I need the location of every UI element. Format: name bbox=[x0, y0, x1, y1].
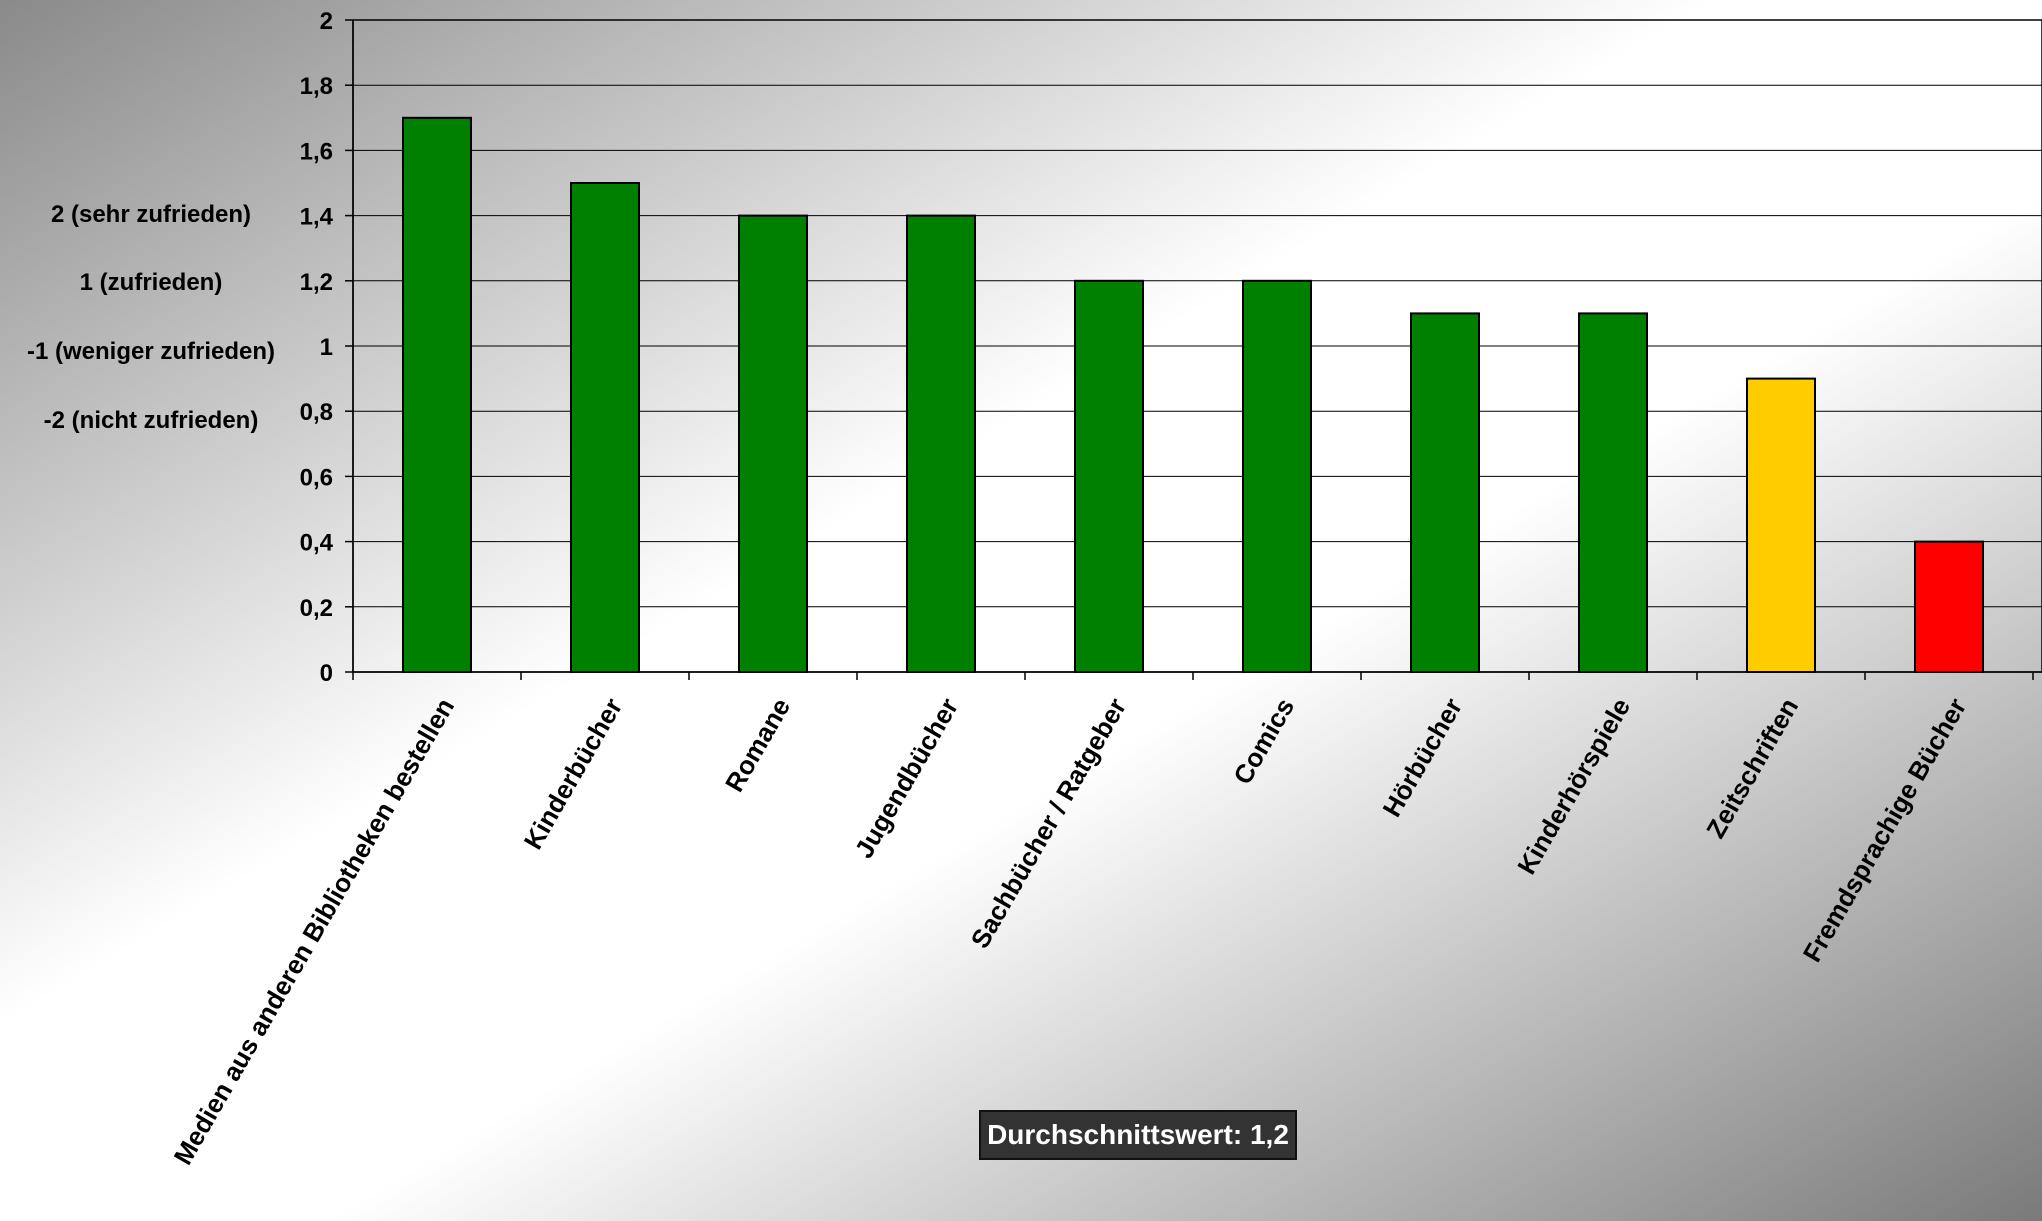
y-tick-label: 0,8 bbox=[300, 399, 333, 426]
bar bbox=[906, 214, 976, 673]
average-value-label: Durchschnittswert: 1,2 bbox=[987, 1119, 1289, 1150]
y-tick-label: 0 bbox=[320, 660, 333, 687]
axes bbox=[345, 19, 2042, 680]
scale-label-less-satisfied: -1 (weniger zufrieden) bbox=[27, 338, 275, 365]
bar bbox=[1410, 312, 1480, 673]
bar bbox=[570, 182, 640, 673]
y-tick-label: 1,4 bbox=[300, 204, 334, 231]
y-tick-label: 1,8 bbox=[300, 73, 333, 100]
y-tick-label: 1 bbox=[320, 334, 333, 361]
scale-label-not-satisfied: -2 (nicht zufrieden) bbox=[44, 407, 259, 434]
bar bbox=[1074, 279, 1144, 673]
y-tick-label: 0,2 bbox=[300, 595, 333, 622]
bar bbox=[1242, 279, 1312, 673]
y-tick-label: 0,6 bbox=[300, 464, 333, 491]
bar bbox=[1578, 312, 1648, 673]
bar bbox=[738, 214, 808, 673]
bars bbox=[402, 116, 1984, 674]
average-value-box: Durchschnittswert: 1,2 bbox=[979, 1110, 1297, 1160]
y-tick-label: 1,6 bbox=[300, 138, 333, 165]
scale-label-satisfied: 1 (zufrieden) bbox=[80, 269, 223, 296]
y-tick-labels: 0 0,2 0,4 0,6 0,8 1 1,2 1,4 1,6 1,8 2 bbox=[300, 8, 334, 687]
bar bbox=[1914, 540, 1984, 673]
y-tick-label: 0,4 bbox=[300, 530, 334, 557]
y-tick-label: 1,2 bbox=[300, 269, 333, 296]
bar bbox=[1746, 377, 1816, 673]
rating-scale-legend: 2 (sehr zufrieden) 1 (zufrieden) -1 (wen… bbox=[27, 201, 275, 434]
scale-label-very-satisfied: 2 (sehr zufrieden) bbox=[51, 201, 251, 228]
bar bbox=[402, 116, 472, 674]
y-tick-label: 2 bbox=[320, 8, 333, 35]
